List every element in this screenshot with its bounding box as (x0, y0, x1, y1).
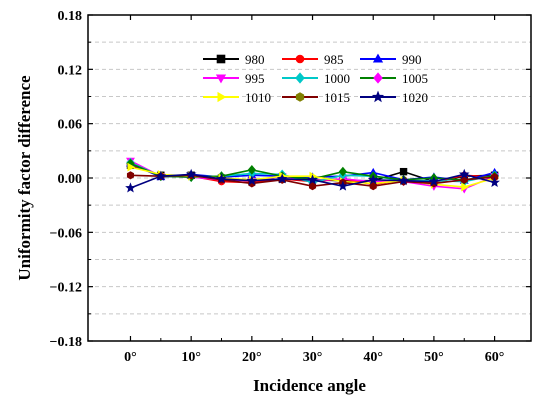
legend-label: 1005 (402, 71, 428, 86)
legend-marker (217, 91, 227, 103)
data-point-1020 (367, 174, 379, 185)
data-point-1005 (338, 166, 348, 177)
legend-label: 1010 (245, 90, 271, 105)
data-point-1020 (246, 175, 258, 186)
data-point-1020 (428, 176, 440, 187)
y-tick-label: 0.12 (58, 63, 83, 78)
data-point-1020 (307, 174, 318, 185)
legend-label: 995 (245, 71, 265, 86)
data-series (125, 157, 500, 194)
x-tick-label: 40° (363, 350, 383, 365)
data-point-1010 (461, 182, 469, 192)
data-point-1020 (337, 180, 349, 191)
y-tick-label: 0.00 (58, 172, 83, 187)
legend-marker (216, 54, 226, 64)
y-tick-label: 0.06 (58, 118, 83, 133)
y-tick-label: −0.06 (50, 226, 82, 241)
legend-label: 985 (324, 52, 344, 67)
legend-marker (373, 72, 383, 84)
legend-marker (372, 53, 384, 63)
legend-entry-990: 990 (360, 52, 422, 67)
data-point-1015 (126, 171, 135, 180)
x-tick-label: 10° (181, 350, 201, 365)
x-axis-title: Incidence angle (253, 376, 366, 395)
legend: 980 985 990 995 1000 1005 1010 1015 1020 (203, 52, 428, 105)
x-tick-label: 20° (242, 350, 262, 365)
legend-label: 1015 (324, 90, 350, 105)
data-point-1020 (216, 173, 227, 184)
x-tick-label: 60° (485, 350, 505, 365)
series-1020 (125, 168, 500, 193)
data-point-1020 (185, 168, 197, 179)
data-point-1005 (247, 164, 256, 175)
y-tick-label: 0.18 (58, 9, 83, 24)
legend-label: 990 (402, 52, 422, 67)
axes: −0.18 −0.12 −0.06 0.00 0.06 0.12 0.18 0° 10° 20° 3… (50, 9, 531, 365)
y-axis-title: Uniformity factor difference (15, 75, 34, 281)
data-point-1015 (460, 175, 468, 184)
legend-label: 1020 (402, 90, 428, 105)
data-point-1020 (458, 168, 470, 179)
data-point-1020 (155, 170, 167, 181)
data-point-1020 (489, 176, 500, 188)
legend-marker (295, 72, 305, 84)
legend-entry-980: 980 (203, 52, 265, 67)
x-tick-label: 50° (424, 350, 444, 365)
y-tick-label: −0.12 (50, 281, 82, 296)
legend-entry-1010: 1010 (203, 90, 271, 105)
legend-entry-1015: 1015 (282, 90, 350, 105)
data-point-980 (399, 167, 408, 176)
data-point-1010 (127, 162, 136, 172)
data-point-1020 (398, 175, 409, 186)
x-tick-label: 30° (303, 350, 323, 365)
data-point-1020 (276, 173, 288, 184)
legend-label: 980 (245, 52, 265, 67)
legend-entry-995: 995 (203, 71, 265, 86)
data-point-1020 (125, 182, 136, 193)
x-tick-label: 0° (124, 350, 137, 365)
y-tick-label: −0.18 (50, 335, 82, 350)
legend-marker (295, 54, 305, 64)
legend-entry-1000: 1000 (282, 71, 350, 86)
legend-marker (215, 74, 227, 84)
legend-entry-1020: 1020 (360, 90, 428, 105)
legend-marker (371, 90, 385, 103)
legend-entry-1005: 1005 (360, 71, 428, 86)
legend-label: 1000 (324, 71, 350, 86)
legend-marker (295, 92, 305, 102)
legend-entry-985: 985 (282, 52, 344, 67)
